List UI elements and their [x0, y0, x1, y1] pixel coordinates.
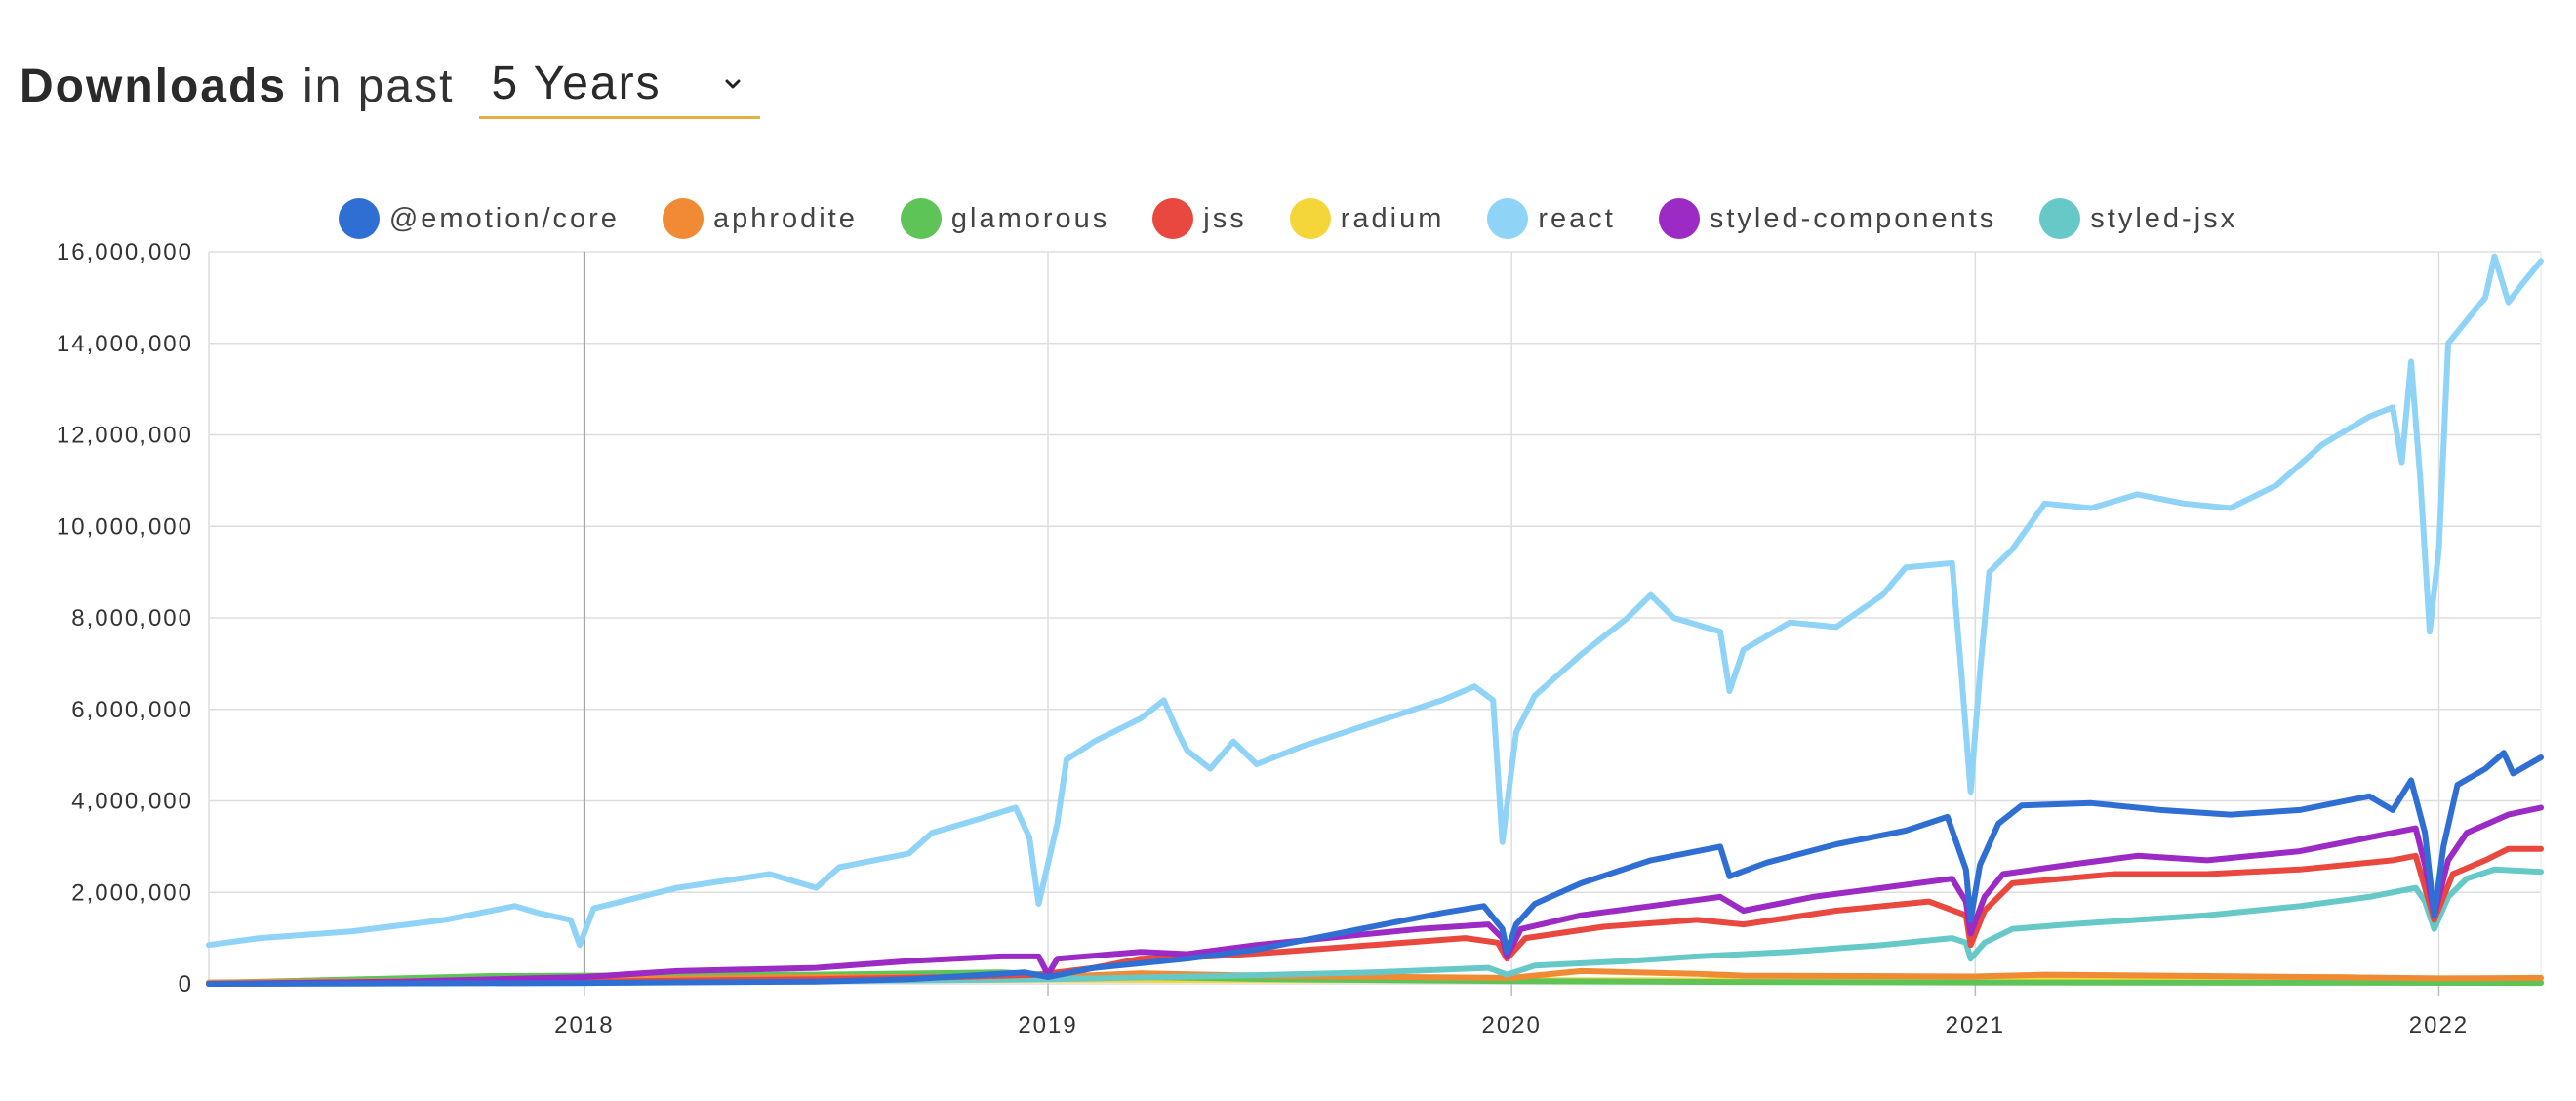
chevron-down-icon: [725, 79, 741, 89]
in-past-label: in past: [302, 60, 455, 112]
y-tick-label: 12,000,000: [57, 423, 193, 449]
series-line-styled-jsx: [206, 866, 2544, 987]
x-tick-label: 2021: [1946, 1012, 2005, 1039]
legend-swatch: [338, 198, 380, 239]
y-tick-label: 4,000,000: [71, 789, 193, 815]
legend-item[interactable]: radium: [1289, 198, 1445, 239]
legend-label: aphrodite: [712, 202, 858, 234]
legend-swatch: [2039, 198, 2081, 239]
x-tick-label: 2018: [554, 1012, 614, 1039]
series-line-styled-components: [206, 804, 2544, 987]
legend-item[interactable]: jss: [1152, 198, 1246, 239]
x-tick-label: 2020: [1481, 1012, 1541, 1039]
legend-swatch: [900, 198, 942, 239]
chart-legend: @emotion/core aphrodite glamorous jss radium…: [0, 195, 2576, 242]
y-tick-label: 10,000,000: [57, 513, 193, 540]
x-tick-label: 2019: [1018, 1012, 1077, 1039]
legend-item[interactable]: styled-components: [1658, 198, 1997, 239]
x-tick-label: 2022: [2409, 1012, 2469, 1039]
y-tick-label: 0: [179, 971, 193, 998]
y-tick-label: 6,000,000: [71, 697, 193, 723]
legend-swatch: [662, 198, 704, 239]
y-tick-label: 8,000,000: [71, 605, 193, 632]
legend-label: jss: [1203, 202, 1247, 234]
legend-label: styled-components: [1709, 202, 1997, 234]
legend-item[interactable]: @emotion/core: [338, 198, 620, 239]
y-tick-label: 16,000,000: [57, 239, 193, 265]
legend-label: @emotion/core: [388, 202, 620, 234]
legend-swatch: [1487, 198, 1529, 239]
legend-item[interactable]: styled-jsx: [2039, 198, 2237, 239]
downloads-title: Downloads: [20, 60, 288, 112]
legend-swatch: [1658, 198, 1700, 239]
y-tick-label: 2,000,000: [71, 879, 193, 906]
series-line-emotion-core: [206, 750, 2544, 987]
legend-label: radium: [1340, 202, 1445, 234]
y-tick-label: 14,000,000: [57, 331, 193, 357]
legend-label: styled-jsx: [2090, 202, 2238, 234]
legend-swatch: [1289, 198, 1331, 239]
legend-item[interactable]: glamorous: [900, 198, 1110, 239]
legend-label: glamorous: [950, 202, 1110, 234]
period-select[interactable]: 5 Years: [479, 53, 761, 119]
legend-swatch: [1152, 198, 1194, 239]
legend-item[interactable]: aphrodite: [662, 198, 858, 239]
legend-label: react: [1538, 202, 1616, 234]
legend-item[interactable]: react: [1487, 198, 1615, 239]
period-select-value: 5 Years: [491, 58, 662, 109]
page-header: Downloads in past 5 Years: [20, 47, 761, 125]
series-line-react: [206, 253, 2544, 949]
